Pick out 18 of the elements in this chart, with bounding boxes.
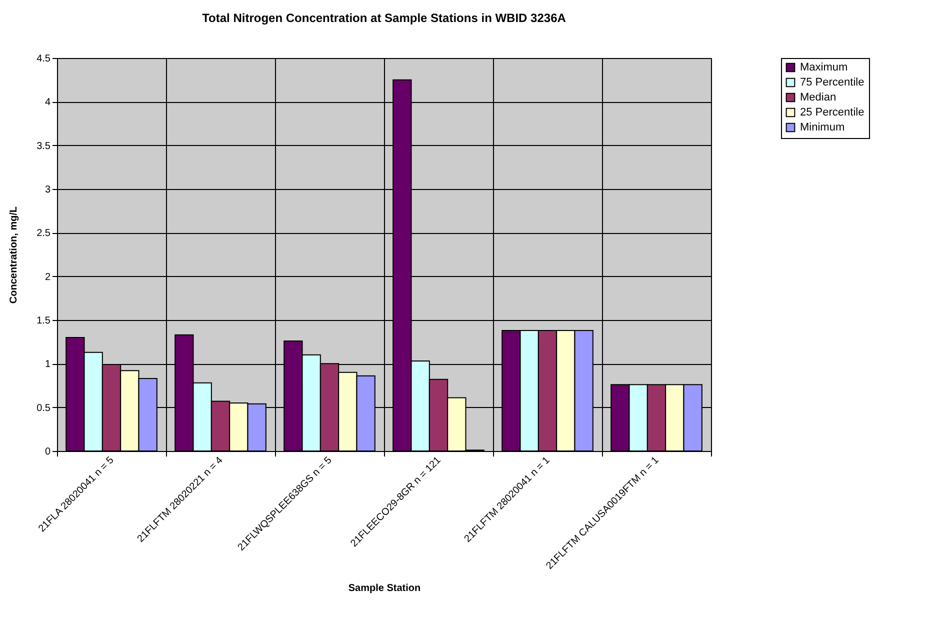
legend-label: Median (800, 92, 836, 104)
legend-label: 25 Percentile (800, 106, 864, 118)
y-tick-label: 0.5 (36, 402, 51, 414)
legend-label: 75 Percentile (800, 76, 864, 88)
y-tick-label: 2.5 (36, 228, 51, 240)
y-tick-label: 2 (44, 272, 51, 283)
legend-label: Minimum (800, 122, 845, 134)
y-tick-label: 4 (44, 97, 51, 108)
y-tick-label: 1 (44, 359, 51, 370)
y-tick-label: 3 (44, 184, 51, 196)
chart-title: Total Nitrogen Concentration at Sample Stations in WBID 3236A (202, 11, 566, 25)
y-tick-label: 4.5 (36, 54, 51, 64)
y-tick-label: 0 (44, 446, 51, 458)
y-tick-label: 3.5 (36, 140, 51, 152)
y-axis-title: Concentration, mg/L (8, 206, 20, 304)
y-tick-label: 1.5 (36, 316, 51, 326)
x-axis-title: Sample Station (348, 583, 421, 594)
legend-label: Maximum (800, 62, 848, 74)
